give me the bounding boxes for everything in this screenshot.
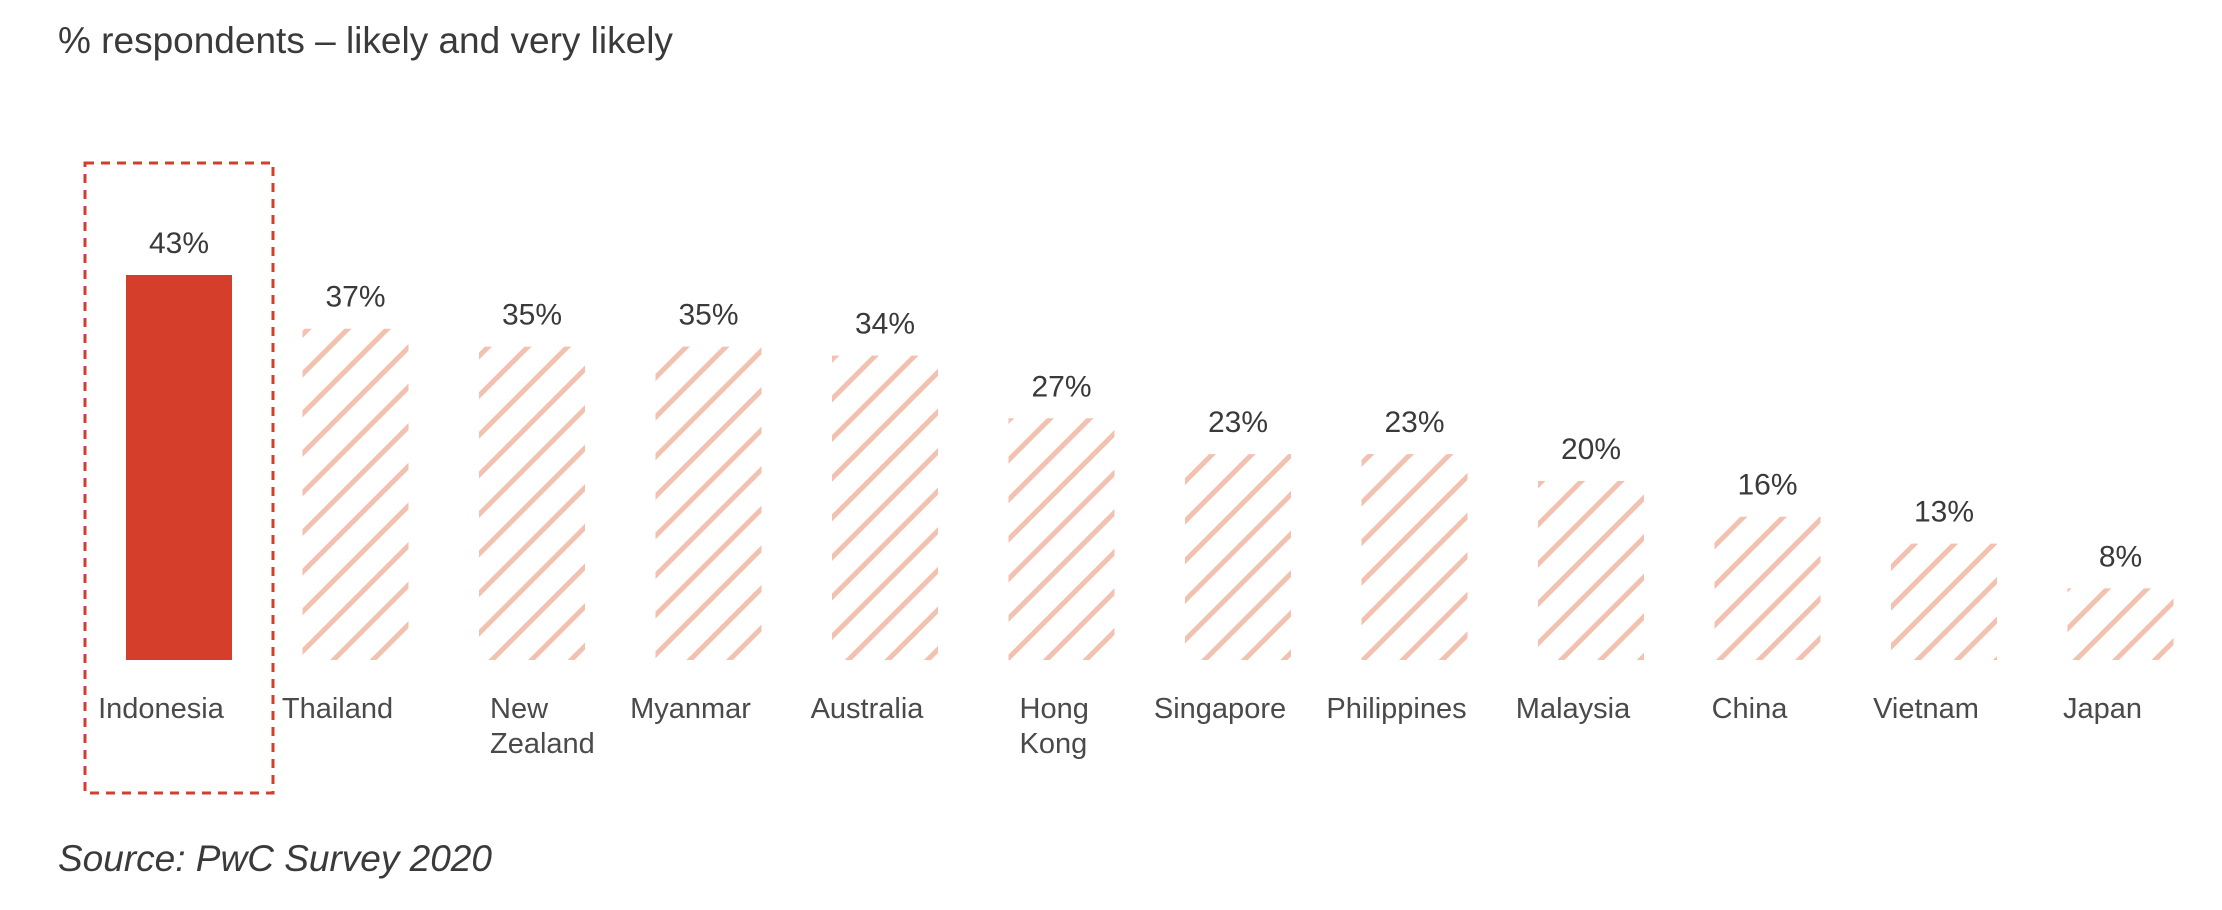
category-label: Philippines (1326, 693, 1466, 725)
bar-singapore (1185, 454, 1291, 660)
bar-australia (832, 355, 938, 660)
bar-philippines (1361, 454, 1468, 660)
category-label: China (1712, 693, 1789, 725)
category-label: Hong Kong (1020, 693, 1089, 760)
bar-china (1714, 516, 1821, 660)
category-label: Thailand (282, 693, 393, 725)
value-label: 27% (1031, 370, 1091, 403)
bar-hong-kong (1008, 418, 1115, 660)
category-label: Myanmar (630, 693, 751, 725)
category-label: Australia (811, 693, 925, 725)
value-label: 37% (325, 281, 385, 314)
highlight-box (83, 161, 275, 795)
bar-myanmar (655, 346, 762, 660)
value-label: 16% (1737, 469, 1797, 502)
value-label: 43% (149, 227, 209, 260)
category-label: Japan (2063, 693, 2142, 725)
value-label: 23% (1384, 406, 1444, 439)
bar-indonesia (126, 275, 232, 660)
chart-subtitle: % respondents – likely and very likely (58, 20, 673, 61)
value-label: 35% (678, 299, 738, 332)
value-label: 34% (855, 308, 915, 341)
bar-thailand (302, 328, 409, 660)
source-note: Source: PwC Survey 2020 (58, 838, 492, 879)
category-label: Indonesia (98, 693, 225, 725)
value-label: 35% (502, 299, 562, 332)
bar-malaysia (1538, 480, 1644, 660)
category-label: Malaysia (1516, 693, 1631, 725)
category-label: Vietnam (1873, 693, 1979, 725)
value-label: 23% (1208, 406, 1268, 439)
bar-new-zealand (479, 346, 585, 660)
value-label: 8% (2099, 540, 2142, 573)
value-label: 13% (1914, 496, 1974, 529)
bar-vietnam (1891, 543, 1997, 660)
category-label: New Zealand (490, 693, 595, 760)
category-label: Singapore (1154, 693, 1286, 725)
value-label: 20% (1561, 433, 1621, 466)
bar-japan (2067, 588, 2174, 660)
